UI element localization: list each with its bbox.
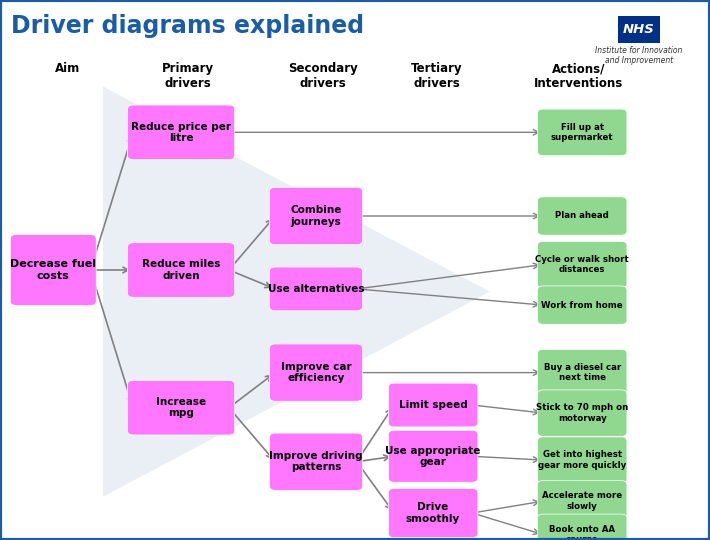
FancyBboxPatch shape	[537, 109, 627, 156]
Text: Decrease fuel
costs: Decrease fuel costs	[10, 259, 97, 281]
Text: Plan ahead: Plan ahead	[555, 212, 609, 220]
Text: Institute for Innovation
and Improvement: Institute for Innovation and Improvement	[595, 46, 683, 65]
Text: Aim: Aim	[55, 62, 80, 75]
Text: Limit speed: Limit speed	[399, 400, 467, 410]
FancyBboxPatch shape	[537, 286, 627, 324]
Text: Tertiary
drivers: Tertiary drivers	[411, 62, 462, 90]
FancyBboxPatch shape	[537, 481, 627, 522]
FancyBboxPatch shape	[537, 241, 627, 288]
FancyBboxPatch shape	[270, 433, 362, 490]
Text: Reduce miles
driven: Reduce miles driven	[142, 259, 220, 281]
Polygon shape	[103, 86, 490, 497]
Text: Improve car
efficiency: Improve car efficiency	[280, 362, 351, 383]
Text: Combine
journeys: Combine journeys	[290, 205, 342, 227]
Text: Secondary
drivers: Secondary drivers	[288, 62, 358, 90]
FancyBboxPatch shape	[388, 488, 478, 537]
FancyBboxPatch shape	[388, 430, 478, 482]
FancyBboxPatch shape	[128, 243, 234, 297]
Text: NHS: NHS	[623, 23, 655, 36]
Text: Increase
mpg: Increase mpg	[156, 397, 206, 418]
FancyBboxPatch shape	[618, 16, 660, 43]
Text: Accelerate more
slowly: Accelerate more slowly	[542, 491, 622, 511]
FancyBboxPatch shape	[537, 437, 627, 483]
FancyBboxPatch shape	[128, 380, 234, 435]
FancyBboxPatch shape	[537, 197, 627, 235]
Text: Use appropriate
gear: Use appropriate gear	[386, 446, 481, 467]
FancyBboxPatch shape	[270, 344, 362, 401]
FancyBboxPatch shape	[537, 349, 627, 396]
FancyBboxPatch shape	[128, 105, 234, 160]
FancyBboxPatch shape	[537, 390, 627, 436]
Text: Get into highest
gear more quickly: Get into highest gear more quickly	[538, 450, 626, 470]
Text: Buy a diesel car
next time: Buy a diesel car next time	[544, 363, 621, 382]
Text: Fill up at
supermarket: Fill up at supermarket	[551, 123, 613, 142]
FancyBboxPatch shape	[270, 187, 362, 245]
Text: Primary
drivers: Primary drivers	[162, 62, 214, 90]
Text: Stick to 70 mph on
motorway: Stick to 70 mph on motorway	[536, 403, 628, 423]
Text: Improve driving
patterns: Improve driving patterns	[269, 451, 363, 472]
Text: Drive
smoothly: Drive smoothly	[406, 502, 460, 524]
FancyBboxPatch shape	[388, 383, 478, 427]
FancyBboxPatch shape	[10, 234, 97, 306]
FancyBboxPatch shape	[270, 267, 362, 311]
Text: Reduce price per
litre: Reduce price per litre	[131, 122, 231, 143]
Text: Use alternatives: Use alternatives	[268, 284, 364, 294]
Text: Driver diagrams explained: Driver diagrams explained	[11, 14, 364, 37]
Text: Work from home: Work from home	[542, 301, 623, 309]
Text: Actions/
Interventions: Actions/ Interventions	[534, 62, 623, 90]
FancyBboxPatch shape	[537, 514, 627, 540]
Text: Cycle or walk short
distances: Cycle or walk short distances	[535, 255, 629, 274]
Text: Book onto AA
course: Book onto AA course	[550, 525, 615, 540]
